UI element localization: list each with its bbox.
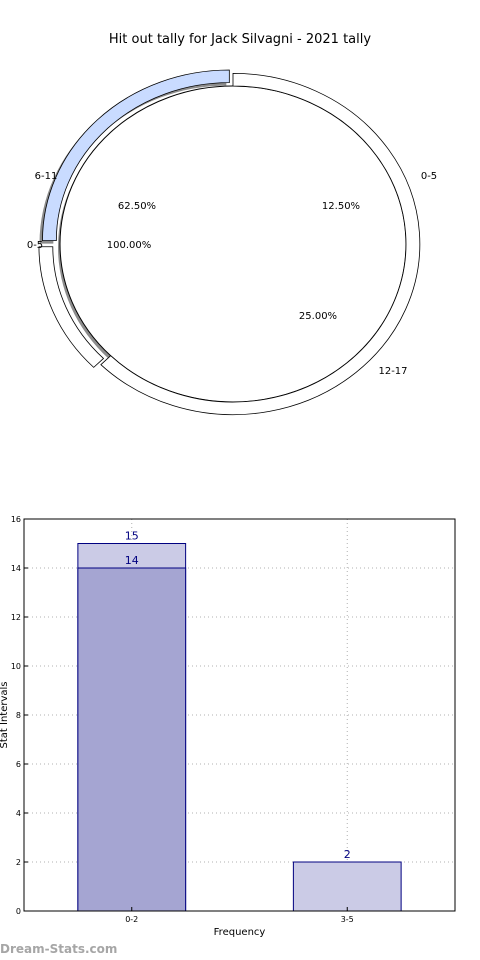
pie-chart-title: Hit out tally for Jack Silvagni - 2021 t… [109, 32, 371, 47]
x-axis-label: Frequency [214, 927, 266, 938]
outer-slice-6-11 [100, 72, 421, 416]
slice-percent-0-5-outer: 12.50% [322, 201, 360, 212]
y-tick-label: 12 [11, 613, 21, 622]
y-tick-label: 2 [16, 858, 21, 867]
bar-value-label: 15 [125, 530, 139, 543]
slice-percent-12-17: 25.00% [299, 311, 337, 322]
y-tick-label: 0 [16, 907, 21, 916]
slice-label-0-5-inner: 0-5 [27, 240, 43, 251]
plot-frame [23, 518, 456, 912]
y-tick-label: 4 [16, 809, 21, 818]
bar-0-2-series-1 [77, 567, 187, 912]
y-axis-label: Stat Intervals [0, 681, 10, 748]
y-tick-label: 10 [11, 662, 21, 671]
y-tick-label: 8 [16, 711, 21, 720]
slice-label-0-5-outer: 0-5 [421, 171, 437, 182]
bar-chart: 0 2 4 6 8 10 12 14 16 15 14 0-2 2 3-5 Frequency Stat In… [0, 515, 456, 938]
x-tick-label: 0-2 [125, 915, 138, 924]
bar-value-label: 2 [344, 848, 351, 861]
slice-label-6-11: 6-11 [35, 171, 58, 182]
y-tick-label: 16 [11, 515, 21, 524]
y-tick-label: 14 [11, 564, 21, 573]
x-tick-label: 3-5 [341, 915, 354, 924]
y-tick-label: 6 [16, 760, 21, 769]
slice-percent-0-5-inner: 100.00% [107, 240, 152, 251]
watermark: Dream-Stats.com [0, 942, 118, 956]
bar-value-label: 14 [125, 554, 139, 567]
slice-percent-6-11: 62.50% [118, 201, 156, 212]
slice-label-12-17: 12-17 [378, 366, 407, 377]
bar-3-5-series-0 [292, 861, 402, 912]
pie-chart: 6-11 62.50% 0-5 12.50% 12-17 25.00% 0-5 100.00% [27, 69, 437, 416]
outer-slice-0-5 [38, 246, 105, 368]
outer-slice-12-17 [42, 69, 230, 242]
